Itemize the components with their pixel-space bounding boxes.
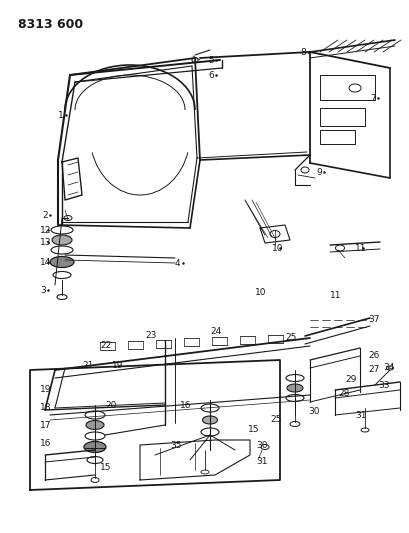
Text: 16: 16 [40, 439, 52, 448]
Text: 16: 16 [180, 400, 191, 409]
Text: 24: 24 [209, 327, 221, 336]
Text: 31: 31 [255, 457, 267, 466]
Ellipse shape [84, 441, 106, 453]
Text: 20: 20 [105, 400, 116, 409]
Text: 37: 37 [367, 316, 379, 325]
Text: 8313 600: 8313 600 [18, 18, 83, 31]
Text: 12: 12 [40, 225, 51, 235]
Text: 25: 25 [284, 333, 296, 342]
Text: 3: 3 [40, 286, 46, 295]
Text: 28: 28 [337, 389, 348, 398]
Text: 13: 13 [40, 238, 52, 246]
Text: 34: 34 [382, 364, 393, 373]
Text: 35: 35 [170, 440, 181, 449]
Text: 4: 4 [175, 259, 180, 268]
Text: 23: 23 [145, 330, 156, 340]
Text: 21: 21 [82, 360, 93, 369]
Ellipse shape [202, 416, 217, 424]
Text: 19: 19 [112, 360, 123, 369]
Text: 11: 11 [329, 290, 341, 300]
Text: 11: 11 [354, 244, 366, 253]
Text: 10: 10 [271, 244, 283, 253]
Text: 10: 10 [254, 287, 266, 296]
Text: 29: 29 [344, 376, 355, 384]
Text: 26: 26 [367, 351, 378, 359]
Text: 9: 9 [315, 167, 321, 176]
Text: 15: 15 [247, 425, 259, 434]
Ellipse shape [286, 384, 302, 392]
Text: 27: 27 [367, 366, 378, 375]
Text: 15: 15 [100, 464, 111, 472]
Text: 25: 25 [270, 416, 281, 424]
Text: 2: 2 [42, 211, 47, 220]
Text: 14: 14 [40, 257, 51, 266]
Text: 19: 19 [40, 385, 52, 394]
Ellipse shape [50, 256, 74, 268]
Bar [319, 130, 354, 144]
Text: 22: 22 [100, 341, 111, 350]
Text: 18: 18 [40, 403, 52, 413]
Text: 7: 7 [369, 93, 375, 102]
Text: 6: 6 [207, 70, 213, 79]
Bar [319, 108, 364, 126]
Bar [319, 75, 374, 100]
Text: 8: 8 [299, 47, 305, 56]
Text: 17: 17 [40, 421, 52, 430]
Text: 33: 33 [377, 381, 389, 390]
Text: 5: 5 [207, 55, 213, 64]
Text: 30: 30 [307, 408, 319, 416]
Text: 31: 31 [354, 410, 366, 419]
Ellipse shape [86, 421, 104, 430]
Text: 1: 1 [58, 110, 63, 119]
Ellipse shape [52, 235, 72, 245]
Text: 30: 30 [255, 440, 267, 449]
